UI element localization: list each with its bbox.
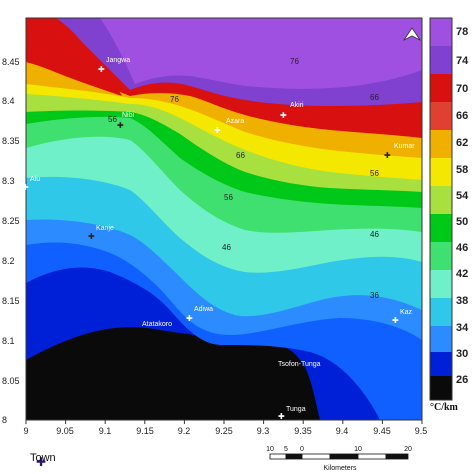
colorbar-label: 46 (456, 242, 469, 254)
y-tick-label: 8.25 (2, 216, 20, 226)
colorbar-label: 74 (456, 55, 469, 67)
y-tick-label: 8.4 (2, 96, 15, 106)
x-tick-label: 9.15 (136, 426, 154, 436)
scale-bar (269, 453, 409, 460)
legend-town-icon: ✚ (36, 455, 46, 469)
scale-label: 0 (300, 446, 304, 453)
x-tick-label: 9 (23, 426, 29, 436)
town-marker-kanje: ✚ (88, 232, 95, 241)
town-label-kanje: Kanje (96, 225, 114, 232)
town-marker-azara: ✚ (214, 126, 221, 135)
contour-label: 36 (370, 291, 379, 300)
y-tick-label: 8.15 (2, 296, 20, 306)
colorbar-label: 66 (456, 110, 469, 122)
town-marker-akiri: ✚ (280, 111, 287, 120)
contour-label: 46 (370, 230, 379, 239)
town-label-jangwa: Jangwa (106, 57, 130, 64)
x-tick-label: 9.2 (177, 426, 191, 436)
colorbar-label: 78 (456, 26, 469, 38)
town-label-akiri: Akiri (290, 102, 304, 109)
town-label-tsofon-tunga: Tsofon-Tunga (278, 361, 321, 368)
town-marker-alu: ✚ (22, 183, 29, 192)
x-tick-label: 9.35 (294, 426, 312, 436)
contour-label: 46 (222, 243, 231, 252)
town-labels: Jangwa Nibi Azara Akiri Kumar Alu Kanje … (30, 57, 415, 413)
x-tick-label: 9.1 (98, 426, 112, 436)
colorbar-label: 50 (456, 216, 469, 228)
x-axis (25, 420, 423, 424)
scale-label: 20 (404, 446, 412, 453)
contour-label: 76 (170, 95, 179, 104)
contour-label: 56 (224, 193, 233, 202)
town-marker-kaz: ✚ (392, 316, 399, 325)
scale-units: Kilometers (323, 465, 357, 472)
colorbar-unit: °C/km (430, 402, 458, 413)
colorbar-label: 54 (456, 190, 469, 202)
x-tick-label: 9.45 (373, 426, 391, 436)
colorbar-label: 42 (456, 268, 469, 280)
town-marker-kumar: ✚ (384, 151, 391, 160)
x-tick-label: 9.4 (335, 426, 349, 436)
colorbar-label: 26 (456, 374, 469, 386)
x-tick-label: 9.5 (414, 426, 428, 436)
contour-band-70-west (26, 18, 122, 96)
colorbar-label: 58 (456, 164, 469, 176)
scale-label: 5 (284, 446, 288, 453)
y-tick-label: 8.05 (2, 376, 20, 386)
x-tick-label: 9.25 (215, 426, 233, 436)
town-label-tunga: Tunga (286, 406, 306, 413)
town-marker-nibi: ✚ (117, 121, 124, 130)
contour-labels: 56 56 46 46 56 36 76 76 66 66 (108, 57, 379, 300)
town-label-alu: Alu (30, 176, 40, 183)
town-label-atatakoro: Atatakoro (142, 321, 172, 328)
scale-label: 10 (266, 446, 274, 453)
y-tick-label: 8.2 (2, 256, 15, 266)
colorbar-label: 62 (456, 137, 469, 149)
x-tick-label: 9.3 (256, 426, 270, 436)
contour-label: 66 (370, 93, 379, 102)
contour-label: 56 (370, 169, 379, 178)
colorbar-label: 38 (456, 295, 469, 307)
town-marker-jangwa: ✚ (98, 65, 105, 74)
y-tick-label: 8.45 (2, 57, 20, 67)
y-tick-label: 8.3 (2, 176, 15, 186)
contour-label: 76 (290, 57, 299, 66)
town-label-kaz: Kaz (400, 309, 413, 316)
town-label-adiwa: Adiwa (194, 306, 213, 313)
colorbar-label: 30 (456, 348, 469, 360)
colorbar-label: 70 (456, 83, 469, 95)
contour-band-78 (100, 18, 422, 89)
y-tick-label: 8.1 (2, 336, 15, 346)
scale-label: 10 (354, 446, 362, 453)
x-tick-label: 9.05 (56, 426, 74, 436)
town-label-nibi: Nibi (122, 112, 135, 119)
town-marker-tunga: ✚ (278, 412, 285, 421)
contour-label: 66 (236, 151, 245, 160)
town-marker-adiwa: ✚ (186, 314, 193, 323)
town-markers: ✚ ✚ ✚ ✚ ✚ ✚ ✚ ✚ ✚ ✚ (22, 65, 399, 421)
y-tick-label: 8.35 (2, 136, 20, 146)
plot-area (26, 18, 422, 420)
colorbar (429, 17, 453, 401)
colorbar-label: 34 (456, 322, 469, 334)
legend-town-label: Town (30, 452, 56, 464)
town-label-azara: Azara (226, 118, 244, 125)
contour-label: 56 (108, 115, 117, 124)
north-arrow-icon (402, 27, 422, 42)
y-tick-label: 8 (2, 415, 8, 425)
town-label-kumar: Kumar (394, 143, 415, 150)
